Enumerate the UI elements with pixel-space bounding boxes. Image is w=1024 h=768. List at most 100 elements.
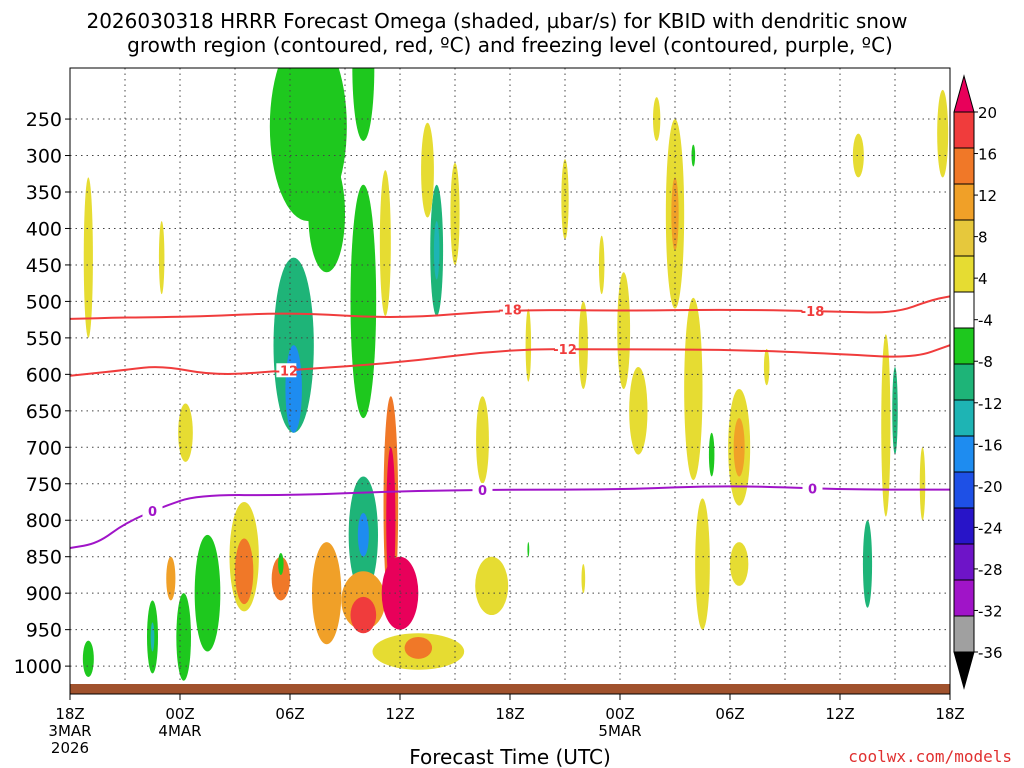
omega-cell-3	[308, 155, 345, 273]
contour-freezing_0	[70, 485, 950, 549]
colorbar-label-8: -16	[978, 436, 1003, 454]
colorbar-label-4: 4	[978, 270, 988, 288]
x-tick-label-8: 18Z	[935, 705, 964, 723]
omega-cell-42	[653, 97, 661, 141]
colorbar-label-13: -36	[978, 644, 1003, 662]
colorbar-swatch-5	[953, 255, 975, 293]
omega-cell-34	[476, 396, 489, 484]
colorbar-swatch-14	[953, 579, 975, 617]
colorbar-bottom-arrow	[953, 651, 975, 690]
colorbar-label-11: -28	[978, 561, 1003, 579]
contour-label-bg-temp_m18-1	[802, 304, 823, 319]
colorbar-swatch-15	[953, 615, 975, 653]
contour-label-bg-temp_m12-0	[276, 363, 297, 378]
x-axis-label: Forecast Time (UTC)	[409, 745, 611, 768]
colorbar-label-0: 20	[978, 104, 997, 122]
colorbar-swatch-7	[953, 327, 975, 365]
colorbar-legend: 20 16 12 8 4 -4 -8 -12 -16 -20 -24 -28 -32 -36	[953, 74, 1003, 690]
colorbar-label-9: -20	[978, 478, 1003, 496]
omega-cell-48	[733, 418, 745, 477]
omega-cell-33	[450, 162, 460, 265]
omega-cell-35	[475, 556, 509, 616]
colorbar-swatch-12	[953, 507, 975, 545]
credit-text: coolwx.com/models	[848, 747, 1012, 766]
omega-cell-26	[150, 622, 155, 652]
colorbar-swatch-8	[953, 363, 975, 401]
x-tick-date-1: 4MAR	[158, 722, 201, 740]
y-tick-label-450: 450	[26, 255, 62, 277]
omega-cell-24	[176, 593, 192, 681]
contour-label-bg-freezing_0-1	[472, 482, 493, 497]
colorbar-swatch-6	[953, 291, 975, 329]
y-tick-label-900: 900	[26, 583, 62, 605]
contour-label-bg-freezing_0-0	[142, 504, 163, 519]
omega-cell-40	[617, 272, 631, 389]
y-tick-label-400: 400	[26, 218, 62, 240]
y-axis: 250 300 350 400 450 500 550 600 650 700 750 800 850 9…	[14, 109, 70, 678]
x-tick-label-7: 12Z	[825, 705, 854, 723]
colorbar-label-6: -8	[978, 353, 993, 371]
omega-shading	[82, 68, 949, 681]
contour-label-freezing_0-2: 0	[808, 483, 817, 498]
y-tick-label-950: 950	[26, 620, 62, 642]
colorbar-label-2: 12	[978, 187, 997, 205]
y-tick-label-650: 650	[26, 401, 62, 423]
omega-cell-22	[404, 636, 433, 659]
contour-temp_m12	[70, 344, 950, 377]
omega-cell-37	[561, 159, 569, 240]
omega-cell-41	[629, 367, 648, 455]
chart-title-line1: 2026030318 HRRR Forecast Omega (shaded, …	[86, 9, 907, 33]
y-tick-label-750: 750	[26, 474, 62, 496]
colorbar-swatch-1	[953, 111, 975, 149]
omega-cell-38	[578, 301, 588, 389]
omega-cell-28	[83, 177, 93, 338]
colorbar-swatch-2	[953, 147, 975, 185]
x-tick-label-6: 06Z	[715, 705, 744, 723]
omega-cell-32	[421, 122, 434, 218]
omega-cell-50	[708, 432, 715, 477]
y-tick-label-250: 250	[26, 109, 62, 131]
omega-cell-27	[82, 640, 94, 678]
omega-cell-20	[312, 542, 342, 645]
omega-cell-58	[937, 89, 949, 178]
colorbar-swatch-3	[953, 183, 975, 221]
omega-cell-17	[235, 538, 254, 605]
x-tick-date-5: 5MAR	[598, 722, 641, 740]
x-tick-label-2: 06Z	[275, 705, 304, 723]
omega-cell-6	[352, 68, 375, 141]
x-tick-label-5: 00Z	[605, 705, 634, 723]
chart-title-line2: growth region (contoured, red, ºC) and f…	[127, 33, 893, 57]
y-tick-label-700: 700	[26, 437, 62, 459]
y-tick-label-500: 500	[26, 291, 62, 313]
omega-cell-59	[527, 542, 530, 557]
y-tick-label-850: 850	[26, 547, 62, 569]
colorbar-top-arrow	[953, 74, 975, 113]
contour-label-bg-freezing_0-2	[802, 481, 823, 496]
colorbar-swatch-9	[953, 399, 975, 437]
contour-label-temp_m18-0: -18	[498, 303, 522, 318]
contour-lines: -18 -18 -12 -12 0 0 0	[70, 295, 950, 549]
y-tick-label-1000: 1000	[14, 656, 62, 678]
y-tick-label-800: 800	[26, 510, 62, 532]
omega-cell-13	[379, 170, 391, 316]
colorbar-label-3: 8	[978, 229, 988, 247]
contour-label-bg-temp_m12-1	[555, 342, 575, 357]
x-tick-label-0: 18Z	[55, 705, 84, 723]
omega-cell-54	[862, 520, 873, 608]
omega-cell-51	[763, 348, 770, 386]
y-tick-label-600: 600	[26, 364, 62, 386]
omega-cell-55	[881, 334, 891, 517]
omega-cell-39	[598, 235, 605, 295]
x-tick-label-1: 00Z	[165, 705, 194, 723]
contour-label-temp_m18-1: -18	[801, 305, 825, 320]
omega-cell-9	[350, 596, 377, 634]
grid-lines	[70, 68, 950, 688]
colorbar-swatch-10	[953, 435, 975, 473]
omega-cell-60	[581, 564, 586, 594]
omega-cell-19	[278, 553, 284, 575]
colorbar-swatch-11	[953, 471, 975, 509]
omega-cell-18	[271, 556, 291, 601]
colorbar-label-10: -24	[978, 519, 1003, 537]
